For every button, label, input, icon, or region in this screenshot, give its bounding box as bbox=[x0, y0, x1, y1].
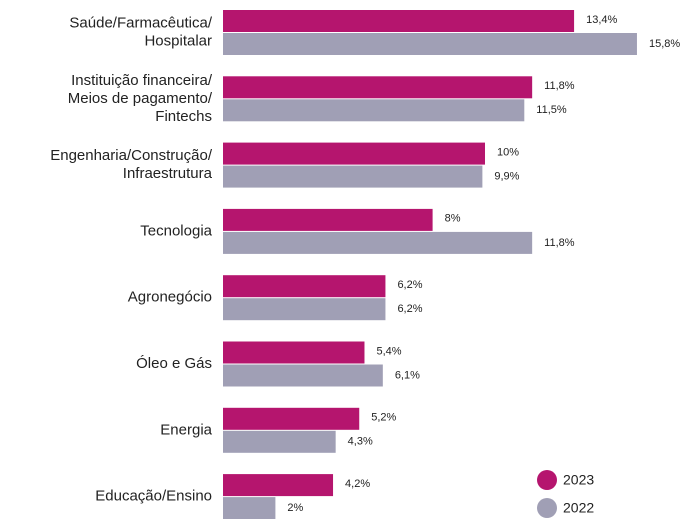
bar bbox=[223, 33, 637, 55]
bar bbox=[223, 76, 533, 99]
category-label: Tecnologia bbox=[140, 222, 212, 239]
bar bbox=[223, 364, 383, 387]
category-line: Hospitalar bbox=[144, 32, 212, 49]
value-label: 11,8% bbox=[544, 237, 575, 249]
value-label: 2% bbox=[287, 502, 303, 514]
legend-swatch bbox=[537, 498, 557, 518]
category-line: Tecnologia bbox=[140, 222, 212, 239]
category-line: Óleo e Gás bbox=[136, 355, 212, 372]
bar bbox=[223, 497, 276, 519]
category-label: Saúde/Farmacêutica/Hospitalar bbox=[69, 14, 212, 49]
category-line: Energia bbox=[160, 421, 212, 438]
bar bbox=[223, 298, 386, 321]
value-label: 8% bbox=[445, 213, 461, 225]
value-label: 5,4% bbox=[376, 345, 401, 357]
value-label: 11,8% bbox=[544, 80, 575, 92]
category-label: Óleo e Gás bbox=[136, 355, 212, 372]
value-label: 5,2% bbox=[371, 412, 396, 424]
category-line: Saúde/Farmacêutica/ bbox=[69, 14, 212, 31]
bar bbox=[223, 142, 485, 165]
category-label: Educação/Ensino bbox=[95, 488, 212, 505]
bar bbox=[223, 10, 575, 32]
bar bbox=[223, 474, 334, 497]
bar bbox=[223, 430, 336, 453]
bar bbox=[223, 341, 365, 364]
value-label: 6,2% bbox=[397, 279, 422, 291]
bar bbox=[223, 231, 533, 254]
bar bbox=[223, 275, 386, 298]
bar bbox=[223, 99, 525, 122]
legend-label: 2022 bbox=[563, 500, 594, 516]
category-line: Educação/Ensino bbox=[95, 488, 212, 505]
value-label: 13,4% bbox=[586, 14, 617, 26]
bar bbox=[223, 208, 433, 231]
category-line: Instituição financeira/ bbox=[71, 72, 213, 89]
category-label: Agronegócio bbox=[128, 289, 212, 306]
value-label: 4,2% bbox=[345, 478, 370, 490]
category-label: Energia bbox=[160, 421, 212, 438]
category-line: Infraestrutura bbox=[123, 165, 213, 182]
category-line: Agronegócio bbox=[128, 289, 212, 306]
value-label: 9,9% bbox=[494, 171, 519, 183]
category-line: Fintechs bbox=[155, 108, 212, 125]
bar bbox=[223, 165, 483, 188]
value-label: 11,5% bbox=[536, 104, 567, 116]
value-label: 6,2% bbox=[397, 303, 422, 315]
value-label: 15,8% bbox=[649, 38, 680, 50]
legend-swatch bbox=[537, 470, 557, 490]
category-line: Engenharia/Construção/ bbox=[50, 147, 213, 164]
category-label: Engenharia/Construção/Infraestrutura bbox=[50, 147, 213, 182]
legend-label: 2023 bbox=[563, 472, 594, 488]
value-label: 6,1% bbox=[395, 369, 420, 381]
category-label: Instituição financeira/Meios de pagament… bbox=[68, 72, 213, 125]
bar bbox=[223, 407, 360, 430]
category-line: Meios de pagamento/ bbox=[68, 90, 213, 107]
value-label: 10% bbox=[497, 146, 519, 158]
value-label: 4,3% bbox=[348, 436, 373, 448]
